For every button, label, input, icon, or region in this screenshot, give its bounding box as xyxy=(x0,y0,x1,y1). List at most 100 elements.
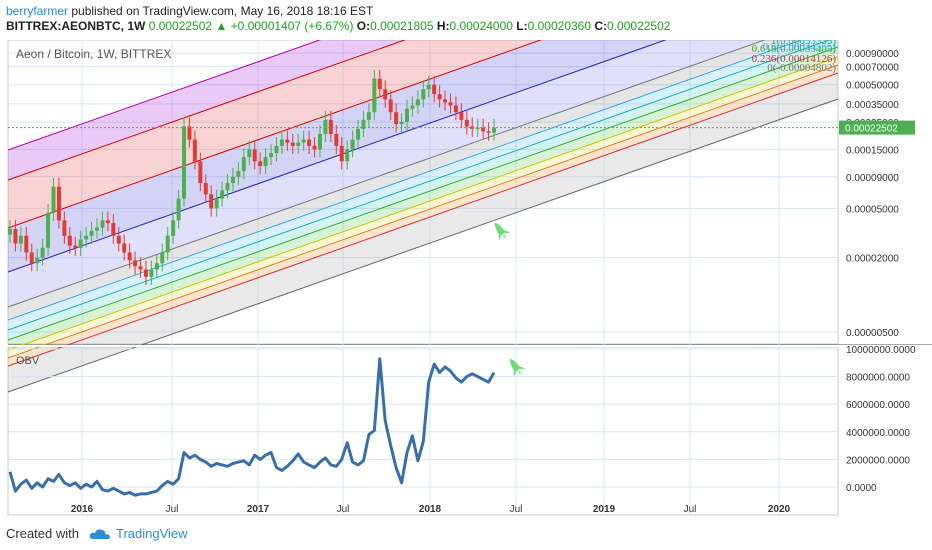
candle-body xyxy=(432,84,437,95)
candle-body xyxy=(62,220,67,236)
fib-level-label: 0.236(0.00014126) xyxy=(752,53,837,65)
candle-body xyxy=(95,227,100,231)
created-with-text: Created with xyxy=(6,526,79,541)
fib-line xyxy=(7,38,673,273)
fib-level-label: 1(0.00053335) xyxy=(771,38,836,47)
obv-tick-label: 6000000.0000 xyxy=(846,400,910,411)
publish-line: berryfarmer published on TradingView.com… xyxy=(6,4,373,18)
candle-body xyxy=(258,161,263,167)
author-link[interactable]: berryfarmer xyxy=(6,4,69,18)
candle-body xyxy=(40,247,45,258)
candle-body xyxy=(263,157,268,167)
low-value: 0.00020360 xyxy=(527,19,592,33)
candle-body xyxy=(269,153,274,158)
fib-line xyxy=(7,38,412,181)
candle-body xyxy=(149,269,154,277)
price-tick-label: 0.00002000 xyxy=(846,254,899,265)
candle-body xyxy=(182,126,187,199)
close-value: 0.00022502 xyxy=(607,19,671,33)
obv-line xyxy=(8,357,496,497)
candle-body xyxy=(241,157,246,172)
candle-body xyxy=(236,171,241,177)
candle-body xyxy=(279,139,284,146)
candle-body xyxy=(198,161,203,184)
candle-body xyxy=(209,194,214,209)
candle-body xyxy=(51,186,56,213)
candle-body xyxy=(339,145,344,162)
up-arrow-icon: ▲ xyxy=(215,19,228,33)
ohlc-line: BITTREX:AEONBTC, 1W 0.00022502 ▲ +0.0000… xyxy=(6,19,670,33)
candles xyxy=(8,69,496,285)
candle-body xyxy=(29,252,34,264)
candle-body xyxy=(285,139,290,143)
candle-body xyxy=(18,235,23,244)
candle-body xyxy=(187,126,192,140)
price-tick-label: 0.00070000 xyxy=(846,63,899,74)
x-tick-label: Jul xyxy=(510,504,523,515)
chart-svg[interactable]: 2016 Jul 2017 Jul 2018 Jul 2019 Jul 2020 0.000900… xyxy=(0,38,932,520)
candle-body xyxy=(492,127,496,133)
candle-body xyxy=(421,89,426,100)
price-change: +0.00001407 (+6.67%) xyxy=(230,19,354,33)
fib-line xyxy=(7,64,839,359)
candle-body xyxy=(437,94,442,100)
fib-line xyxy=(7,56,839,351)
last-price-tag-label: 0.00022502 xyxy=(845,124,898,135)
fib-line xyxy=(7,46,839,341)
candle-body xyxy=(105,220,110,224)
candle-body xyxy=(388,99,393,113)
close-label: C: xyxy=(594,19,608,33)
fib-band xyxy=(8,57,838,358)
footer: Created with TradingView xyxy=(6,526,188,541)
price-tick-label: 0.00035000 xyxy=(846,100,899,111)
fib-band xyxy=(8,38,838,340)
candle-body xyxy=(453,105,458,113)
candle-body xyxy=(192,139,197,162)
candle-body xyxy=(415,99,420,106)
candle-body xyxy=(56,186,61,221)
candle-body xyxy=(350,139,355,150)
fib-band xyxy=(8,47,838,350)
candle-body xyxy=(383,89,388,100)
candle-body xyxy=(448,102,453,106)
candle-body xyxy=(334,133,339,146)
candle-body xyxy=(127,252,132,261)
candle-body xyxy=(24,235,29,253)
candle-body xyxy=(486,131,491,133)
candle-body xyxy=(443,99,448,103)
x-tick-label: Jul xyxy=(337,504,350,515)
x-tick-label: Jul xyxy=(166,504,179,515)
candle-body xyxy=(404,108,409,122)
price-tick-label: 0.00090000 xyxy=(846,49,899,60)
candle-body xyxy=(296,142,301,146)
rocket-flame xyxy=(501,233,507,240)
candle-body xyxy=(475,127,480,130)
candle-body xyxy=(426,84,431,90)
candle-body xyxy=(133,260,138,267)
obv-tick-label: 2000000.0000 xyxy=(846,455,910,466)
last-price: 0.00022502 xyxy=(148,19,213,33)
price-tick-label: 0.00009000 xyxy=(846,173,899,184)
x-tick-label: 2019 xyxy=(593,504,616,515)
candle-body xyxy=(410,105,415,109)
candle-body xyxy=(225,183,230,191)
candle-body xyxy=(377,78,382,90)
symbol-label: BITTREX:AEONBTC, 1W xyxy=(6,19,146,33)
fib-band xyxy=(8,73,838,392)
candle-body xyxy=(307,139,312,146)
published-text: published on TradingView.com, May 16, 20… xyxy=(71,4,374,18)
candle-body xyxy=(312,145,317,150)
chart-title: Aeon / Bitcoin, 1W, BITTREX xyxy=(16,47,171,61)
candle-body xyxy=(252,149,257,162)
candle-body xyxy=(154,263,159,270)
candle-body xyxy=(464,119,469,127)
open-label: O: xyxy=(356,19,371,33)
price-tick-label: 0.00005000 xyxy=(846,204,899,215)
candle-body xyxy=(116,235,121,244)
tradingview-logo[interactable]: TradingView xyxy=(89,526,188,541)
candle-body xyxy=(89,230,94,236)
candle-body xyxy=(78,239,83,248)
rocket-fin xyxy=(513,365,526,377)
candle-body xyxy=(394,112,399,125)
candle-body xyxy=(160,252,165,264)
